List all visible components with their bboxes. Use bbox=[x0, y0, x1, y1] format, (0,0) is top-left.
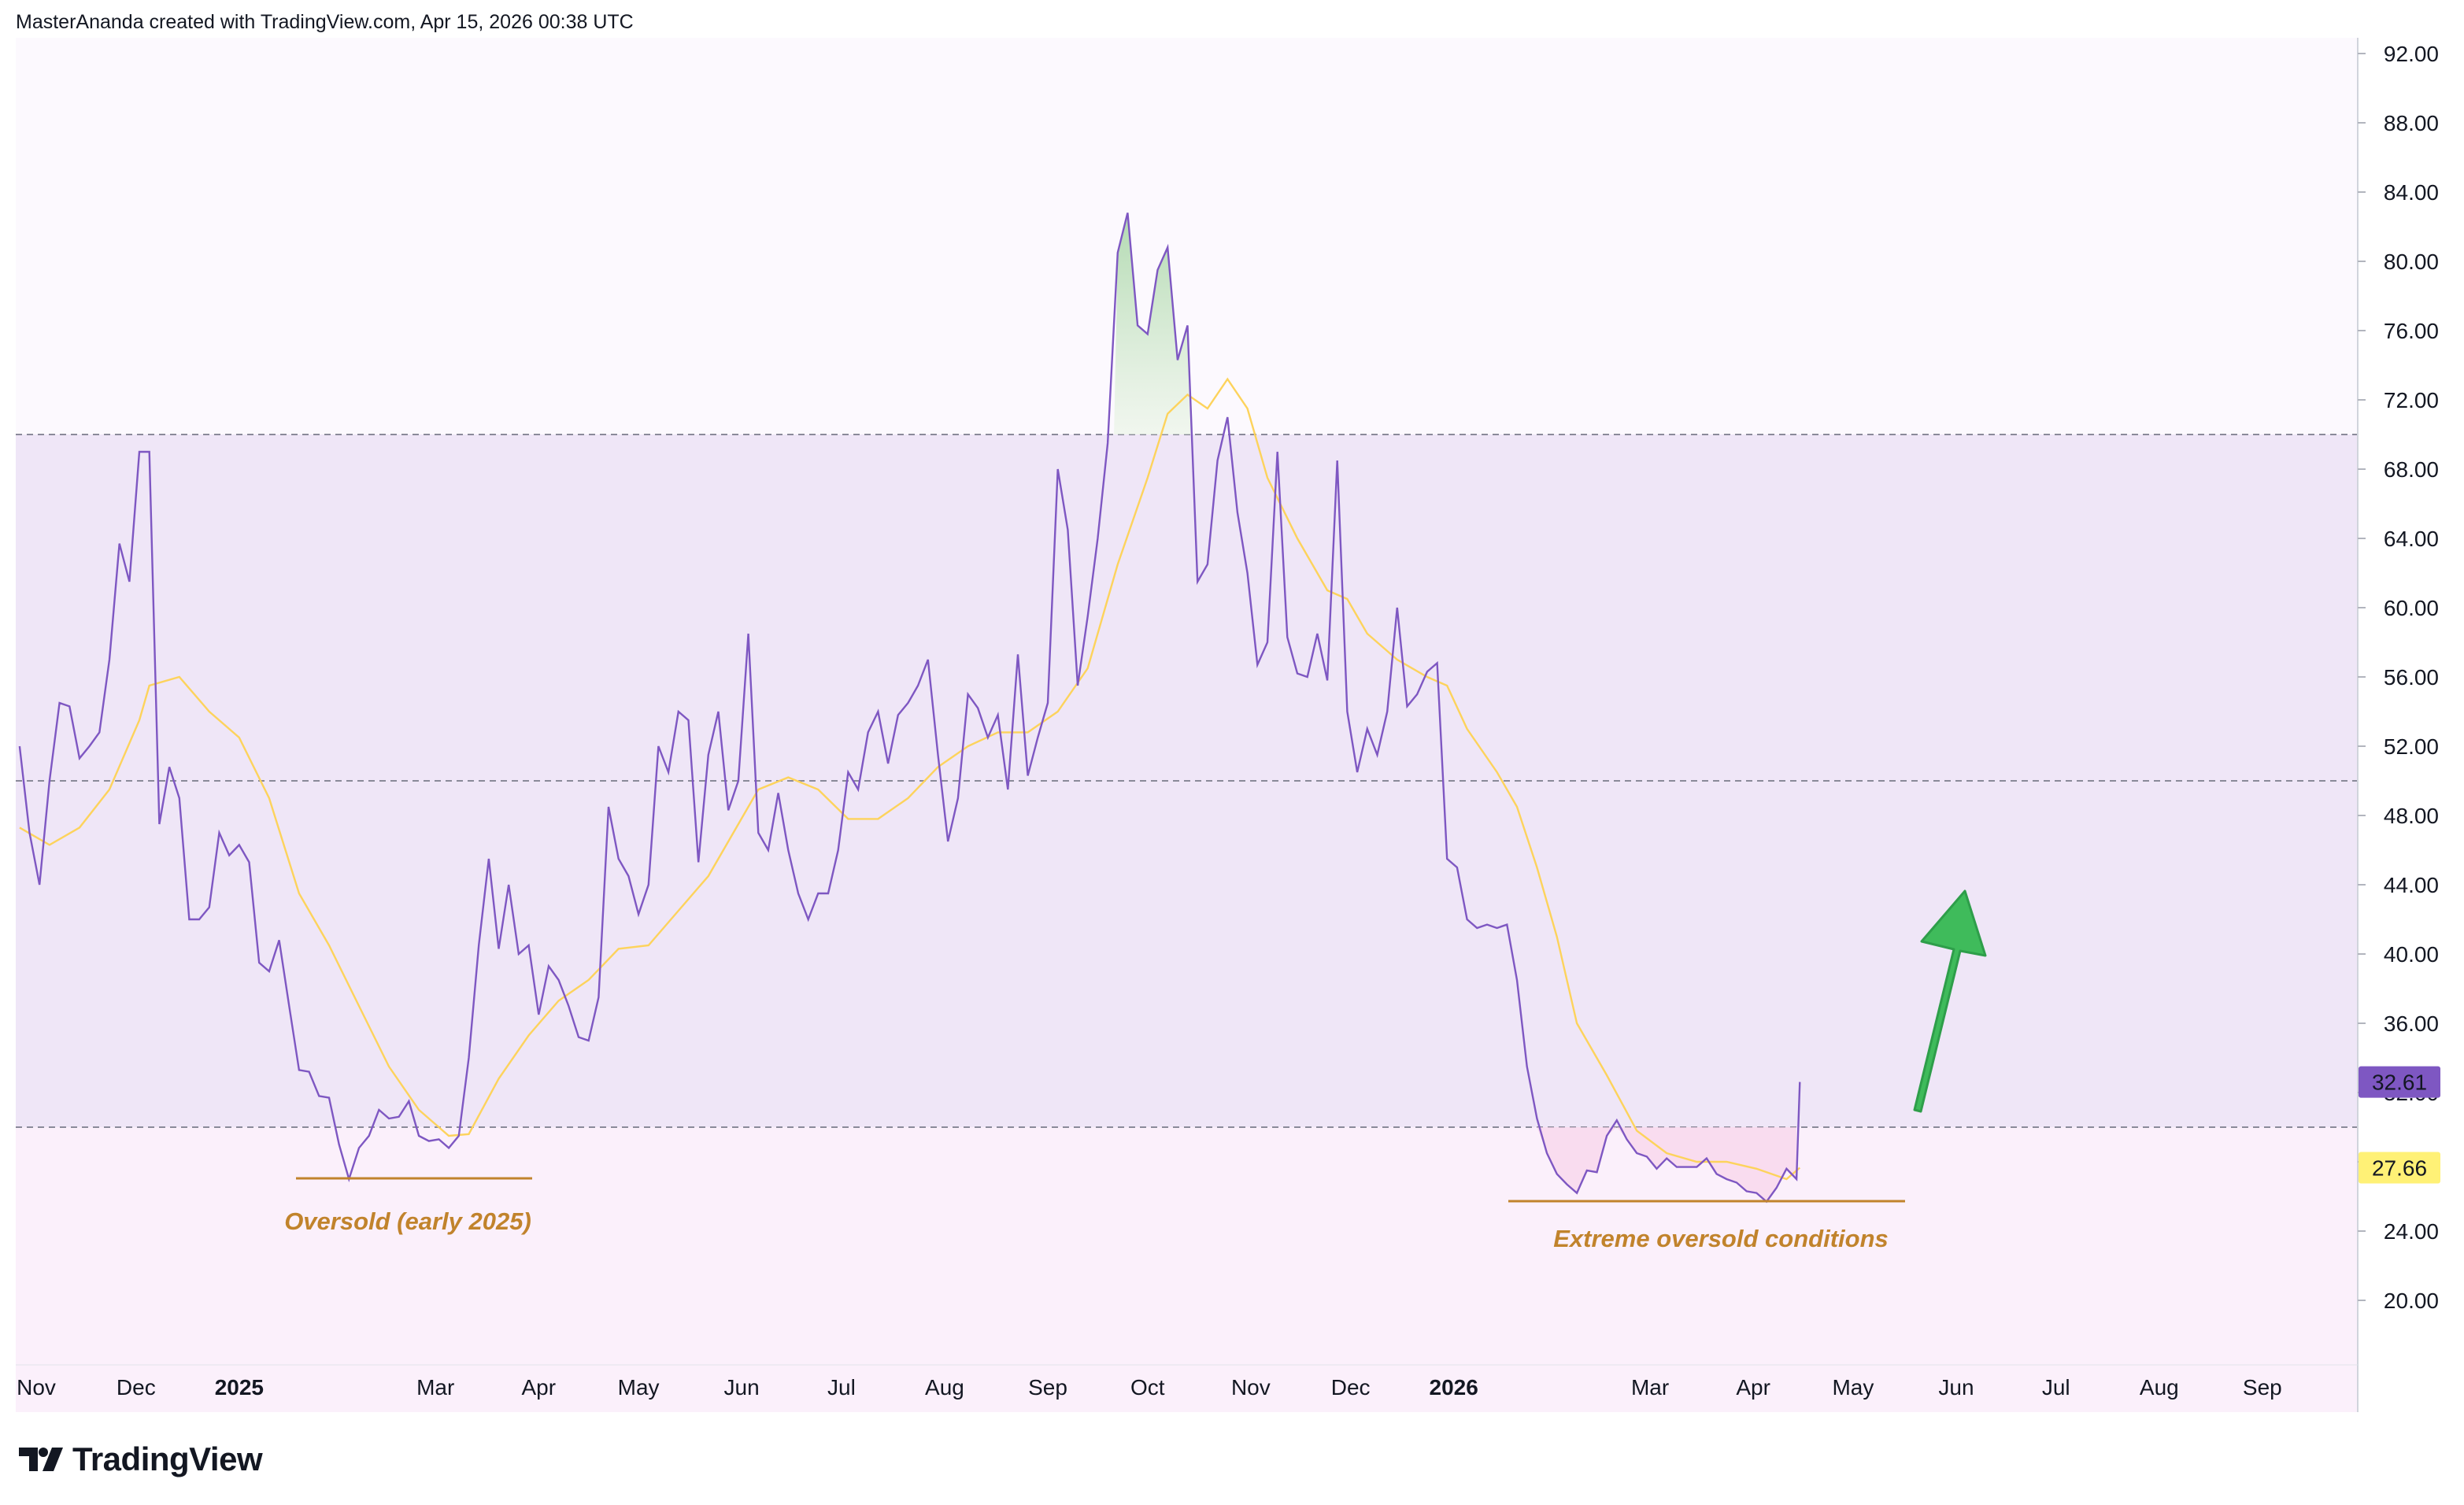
oversold-early-2025-label: Oversold (early 2025) bbox=[284, 1207, 531, 1235]
x-tick-label: Apr bbox=[1736, 1375, 1770, 1400]
y-tick-label: 44.00 bbox=[2384, 873, 2439, 897]
up-arrow-icon bbox=[1913, 889, 1987, 1113]
y-tick-label: 76.00 bbox=[2384, 319, 2439, 343]
y-tick-label: 92.00 bbox=[2384, 42, 2439, 66]
x-tick-label: Apr bbox=[521, 1375, 556, 1400]
rsi-ma-value-label: 27.66 bbox=[2372, 1156, 2427, 1180]
x-tick-label: May bbox=[618, 1375, 660, 1400]
y-tick-label: 24.00 bbox=[2384, 1219, 2439, 1244]
x-tick-label: Jul bbox=[827, 1375, 856, 1400]
y-tick-label: 60.00 bbox=[2384, 596, 2439, 620]
x-tick-label: Dec bbox=[1331, 1375, 1371, 1400]
tradingview-logo[interactable]: TradingView bbox=[17, 1440, 263, 1478]
x-tick-label: May bbox=[1832, 1375, 1874, 1400]
x-tick-label: Nov bbox=[1231, 1375, 1271, 1400]
rsi-ma-line bbox=[19, 377, 1801, 1181]
rsi-ma-value-badge bbox=[2359, 1152, 2440, 1184]
extreme-oversold-label: Extreme oversold conditions bbox=[1553, 1225, 1889, 1252]
x-tick-label: Oct bbox=[1130, 1375, 1165, 1400]
oversold-zone bbox=[16, 1127, 2358, 1412]
tradingview-logo-text: TradingView bbox=[72, 1440, 263, 1477]
rsi-value-badge bbox=[2359, 1066, 2440, 1098]
x-tick-label: Mar bbox=[1631, 1375, 1669, 1400]
x-tick-label: Aug bbox=[2140, 1375, 2179, 1400]
y-tick-label: 40.00 bbox=[2384, 942, 2439, 967]
y-tick-label: 56.00 bbox=[2384, 665, 2439, 690]
x-tick-label: Jun bbox=[724, 1375, 760, 1400]
x-tick-label: 2025 bbox=[215, 1375, 264, 1400]
x-tick-label: Jul bbox=[2042, 1375, 2070, 1400]
y-tick-label: 20.00 bbox=[2384, 1289, 2439, 1313]
x-tick-label: Mar bbox=[416, 1375, 454, 1400]
x-tick-label: 2026 bbox=[1430, 1375, 1478, 1400]
y-tick-label: 72.00 bbox=[2384, 388, 2439, 412]
y-tick-label: 80.00 bbox=[2384, 250, 2439, 274]
x-tick-label: Sep bbox=[2243, 1375, 2282, 1400]
y-tick-label: 68.00 bbox=[2384, 457, 2439, 482]
x-tick-label: Jun bbox=[1938, 1375, 1974, 1400]
x-tick-label: Aug bbox=[925, 1375, 964, 1400]
x-tick-label: Dec bbox=[117, 1375, 156, 1400]
y-tick-label: 48.00 bbox=[2384, 804, 2439, 828]
overbought-fill bbox=[1114, 213, 1193, 434]
y-tick-label: 84.00 bbox=[2384, 180, 2439, 205]
x-tick-label: Sep bbox=[1028, 1375, 1067, 1400]
rsi-line bbox=[18, 213, 1801, 1204]
y-tick-label: 64.00 bbox=[2384, 527, 2439, 551]
tradingview-logo-icon bbox=[19, 1448, 63, 1471]
chart-attribution: MasterAnanda created with TradingView.co… bbox=[16, 11, 634, 33]
x-tick-label: Nov bbox=[17, 1375, 56, 1400]
oversold-fill bbox=[1537, 1127, 1797, 1202]
y-tick-label: 52.00 bbox=[2384, 734, 2439, 759]
rsi-value-label: 32.61 bbox=[2372, 1071, 2427, 1095]
y-tick-label: 36.00 bbox=[2384, 1011, 2439, 1036]
y-tick-label: 88.00 bbox=[2384, 111, 2439, 135]
